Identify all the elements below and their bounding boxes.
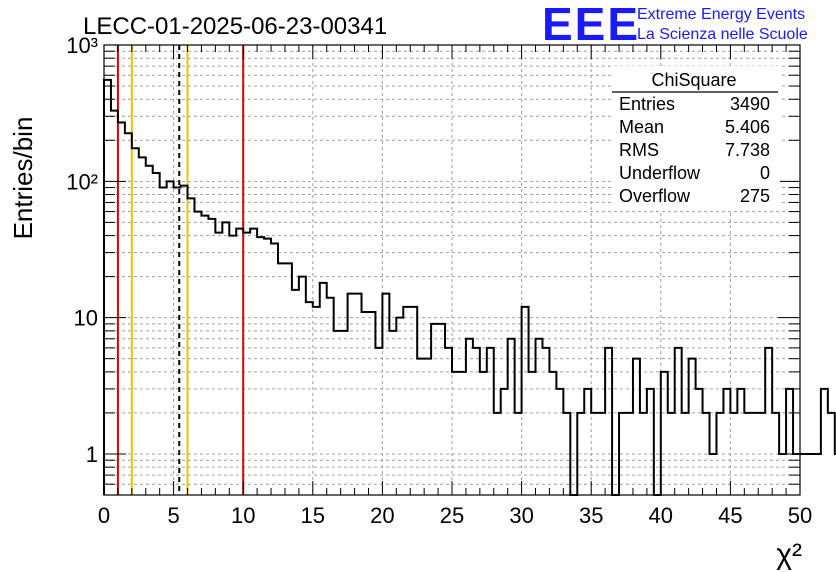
stats-value-overflow: 275 [740,186,770,206]
x-tick-label: 15 [301,503,325,528]
histogram-outline [103,78,836,496]
x-tick-label: 25 [440,503,464,528]
x-tick-label: 40 [649,503,673,528]
eee-logo: EEE Extreme Energy Events La Scienza nel… [542,0,808,50]
stats-box-background [612,66,780,210]
stats-value-underflow: 0 [760,163,770,183]
x-tick-label: 20 [370,503,394,528]
stats-box: ChiSquare Entries 3490 Mean 5.406 RMS 7.… [612,66,780,210]
y-tick-labels: 1 10 10² 10³ [66,33,98,467]
stats-value-rms: 7.738 [725,140,770,160]
y-tick-label: 1 [86,442,98,467]
logo-line-1: Extreme Energy Events [637,6,805,23]
y-tick-label: 10² [66,169,98,194]
x-tick-label: 30 [509,503,533,528]
x-axis-label: χ² [776,538,802,571]
x-tick-labels: 0 5 10 15 20 25 30 35 40 45 50 [98,503,812,528]
logo-line-2: La Scienza nelle Scuole [637,26,808,43]
y-tick-label: 10 [74,306,98,331]
reference-lines [116,45,245,495]
stats-value-mean: 5.406 [725,117,770,137]
stats-label-entries: Entries [619,94,675,114]
x-tick-label: 35 [579,503,603,528]
stats-label-underflow: Underflow [619,163,701,183]
chart-title: LECC-01-2025-06-23-00341 [83,13,387,40]
y-axis-label: Entries/bin [8,117,38,240]
x-tick-label: 10 [231,503,255,528]
x-tick-label: 50 [788,503,812,528]
stats-label-mean: Mean [619,117,664,137]
axes [103,44,801,496]
stats-value-entries: 3490 [730,94,770,114]
stats-title: ChiSquare [651,70,736,90]
x-tick-label: 0 [98,503,110,528]
x-tick-label: 5 [167,503,179,528]
stats-label-rms: RMS [619,140,659,160]
histogram-bars [103,78,836,496]
stats-label-overflow: Overflow [619,186,691,206]
x-tick-label: 45 [718,503,742,528]
logo-mark: EEE [542,0,640,50]
y-tick-label: 10³ [66,33,98,58]
